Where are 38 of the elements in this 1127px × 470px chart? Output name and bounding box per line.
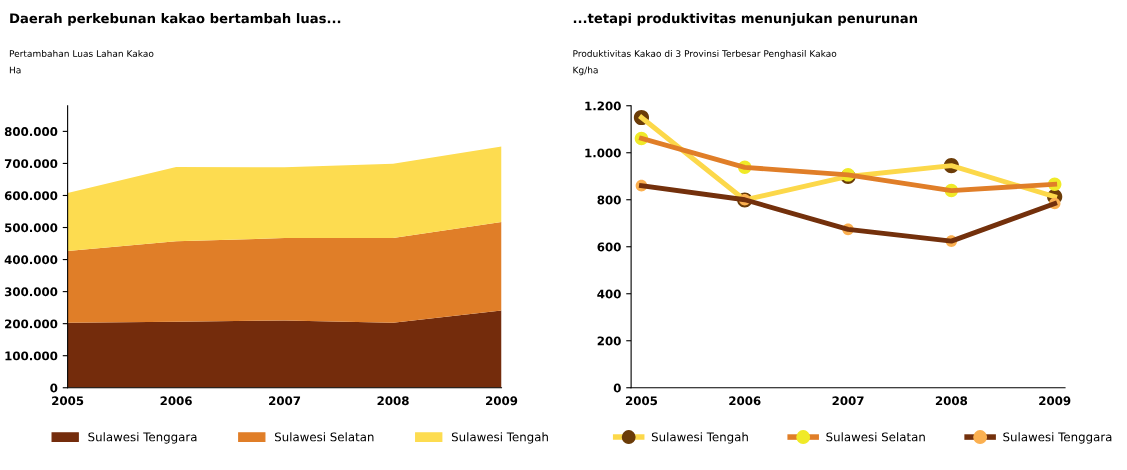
y-tick-label: 800.000: [4, 127, 58, 137]
y-tick-label: 700.000: [4, 159, 58, 169]
x-tick-label: 2009: [1039, 396, 1071, 406]
x-tick-label: 2008: [377, 396, 409, 406]
chart-subtitle: Produktivitas Kakao di 3 Provinsi Terbesar Penghasil Kakao: [573, 50, 837, 59]
x-tick-label: 2008: [935, 396, 968, 406]
x-tick-label: 2005: [625, 396, 658, 406]
y-tick-label: 100.000: [5, 351, 58, 361]
y-tick-label: 1.000: [585, 148, 621, 158]
y-tick-label: 200.000: [5, 319, 58, 329]
chart-title: Daerah perkebunan kakao bertambah luas...: [10, 13, 341, 26]
y-tick-label: 0: [50, 383, 58, 393]
y-tick-label: 800: [597, 195, 621, 205]
y-tick-label: 600.000: [4, 191, 58, 201]
x-tick-label: 2006: [160, 396, 192, 406]
y-tick-label: 400: [597, 289, 621, 299]
x-tick-label: 2007: [269, 396, 301, 406]
y-tick-label: 400.000: [4, 255, 58, 265]
x-tick-label: 2005: [52, 396, 84, 406]
x-tick-label: 2006: [729, 396, 761, 406]
chart-subtitle: Pertambahan Luas Lahan Kakao: [9, 50, 154, 57]
chart-title: ...tetapi produktivitas menunjukan penurunan: [573, 12, 918, 26]
legend-label: Sulawesi Tengah: [451, 432, 548, 444]
y-tick-label: 300.000: [4, 287, 58, 297]
legend-label: Sulawesi Selatan: [275, 432, 374, 442]
y-axis-title: Kg/ha: [573, 66, 598, 76]
y-axis-title: Ha: [9, 66, 21, 74]
y-tick-label: 500.000: [5, 223, 58, 233]
legend-label: Sulawesi Tenggara: [1003, 432, 1112, 444]
x-tick-label: 2009: [486, 396, 518, 406]
legend-label: Sulawesi Selatan: [826, 432, 925, 442]
y-tick-label: 200: [597, 336, 621, 346]
x-tick-label: 2007: [832, 396, 864, 406]
y-tick-label: 0: [613, 383, 621, 393]
legend-label: Sulawesi Tengah: [651, 432, 748, 444]
y-tick-label: 1.200: [585, 101, 621, 111]
legend-label: Sulawesi Tenggara: [88, 432, 197, 444]
y-tick-label: 600: [597, 242, 621, 252]
